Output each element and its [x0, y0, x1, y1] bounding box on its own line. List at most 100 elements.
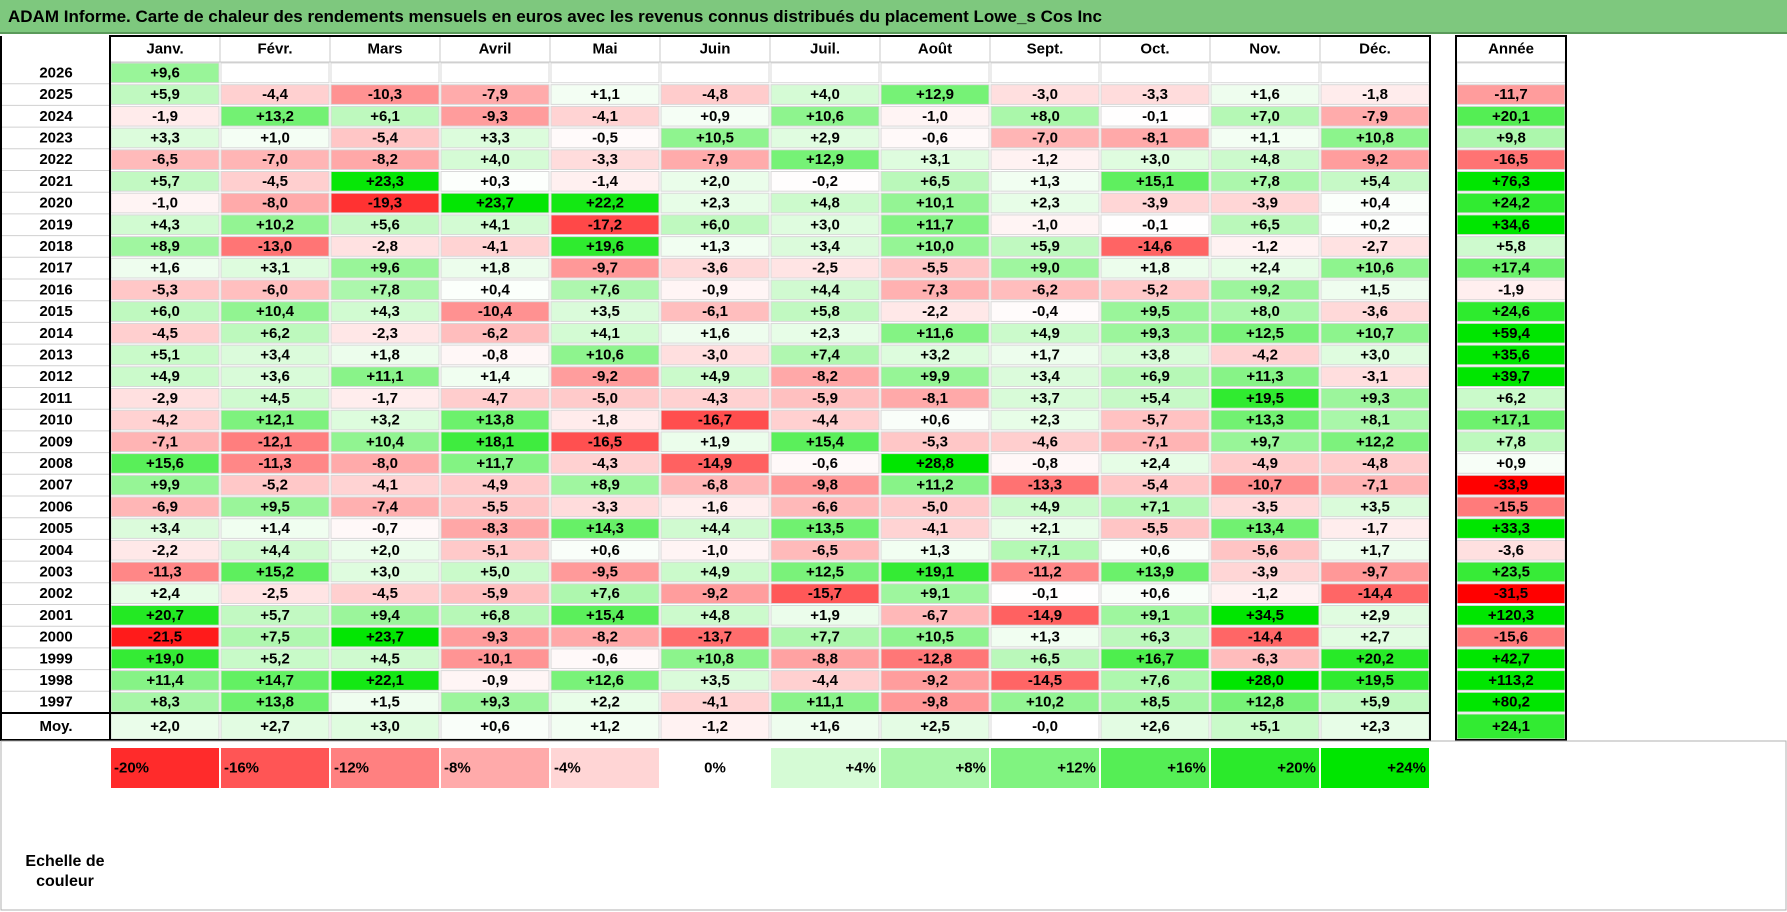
average-cell-value: +2,3 [1360, 718, 1390, 735]
heatmap-cell [660, 453, 770, 474]
heatmap-cell-value: +3,5 [590, 303, 620, 320]
row-year-label: 2018 [39, 238, 72, 255]
heatmap-cell [770, 626, 880, 648]
heatmap-cell [440, 561, 550, 583]
heatmap-cell [1100, 583, 1210, 604]
heatmap-cell-value: +1,5 [1360, 281, 1390, 298]
heatmap-cell [880, 257, 990, 279]
heatmap-cell [220, 366, 330, 387]
average-cell [660, 713, 770, 740]
heatmap-cell [1210, 539, 1320, 561]
heatmap-cell-value: -5,3 [922, 433, 948, 450]
row-year-label: 2006 [39, 498, 72, 515]
heatmap-cell-value: -9,7 [1362, 563, 1388, 580]
heatmap-cell-value: -0,4 [1032, 303, 1059, 320]
heatmap-cell-value: +3,3 [480, 129, 510, 146]
heatmap-cell [880, 518, 990, 539]
heatmap-cell-value: -7,3 [922, 281, 948, 298]
heatmap-cell-value: -9,2 [922, 672, 948, 689]
heatmap-cell [1100, 279, 1210, 301]
heatmap-cell-value: +3,0 [1140, 151, 1170, 168]
heatmap-cell [1100, 171, 1210, 192]
heatmap-cell [660, 366, 770, 387]
heatmap-cell [660, 192, 770, 214]
row-year-label: 2021 [39, 173, 72, 190]
heatmap-cell [1100, 214, 1210, 236]
heatmap-cell [440, 474, 550, 496]
heatmap-cell [770, 344, 880, 366]
heatmap-cell [1210, 431, 1320, 453]
row-year-label: 2007 [39, 477, 72, 494]
heatmap-cell [550, 583, 660, 604]
heatmap-cell-value: +12,8 [1246, 694, 1284, 711]
heatmap-cell-value: +9,9 [920, 368, 950, 385]
column-header: Mars [367, 41, 402, 58]
heatmap-cell-value: -0,1 [1142, 108, 1168, 125]
heatmap-cell [770, 149, 880, 171]
heatmap-cell-value: +0,6 [1140, 585, 1170, 602]
heatmap-cell-value: +1,0 [260, 129, 290, 146]
heatmap-cell-value: +7,7 [810, 629, 840, 646]
heatmap-cell-value: +18,1 [476, 433, 514, 450]
color-scale-swatch [1211, 748, 1319, 788]
heatmap-cell [1100, 322, 1210, 344]
row-year-label: 2000 [39, 629, 72, 646]
heatmap-cell [330, 648, 440, 670]
heatmap-cell [550, 626, 660, 648]
heatmap-cell [550, 518, 660, 539]
heatmap-cell [1210, 171, 1320, 192]
heatmap-cell-value: +1,6 [150, 260, 180, 277]
heatmap-cell-value: +2,7 [1360, 629, 1390, 646]
heatmap-cell-value: -4,4 [812, 672, 839, 689]
annual-cell-value: -31,5 [1494, 585, 1528, 602]
row-year-label: 2008 [39, 455, 72, 472]
heatmap-cell-value: +2,0 [370, 542, 400, 559]
heatmap-cell [440, 84, 550, 105]
heatmap-cell-value: -2,2 [922, 303, 948, 320]
column-header: Avril [479, 41, 512, 58]
heatmap-cell-value: +5,9 [150, 86, 180, 103]
heatmap-cell [660, 105, 770, 127]
heatmap-cell [330, 62, 440, 84]
heatmap-cell-value: -10,7 [1248, 477, 1282, 494]
heatmap-cell [330, 431, 440, 453]
heatmap-cell [1100, 539, 1210, 561]
heatmap-cell-value: +1,6 [700, 325, 730, 342]
heatmap-cell [1100, 192, 1210, 214]
row-year-label: 2010 [39, 412, 72, 429]
heatmap-cell [770, 518, 880, 539]
heatmap-cell-value: +2,4 [1250, 260, 1280, 277]
heatmap-cell-value: +16,7 [1136, 650, 1174, 667]
heatmap-cell [660, 149, 770, 171]
color-scale-stop-label: +20% [1277, 760, 1316, 777]
heatmap-cell-value: +1,8 [1140, 260, 1170, 277]
heatmap-cell [880, 344, 990, 366]
heatmap-cell [990, 171, 1100, 192]
heatmap-cell [550, 105, 660, 127]
color-scale-stop-label: -8% [444, 760, 471, 777]
heatmap-cell-value: +1,8 [370, 346, 400, 363]
heatmap-cell-value: -5,4 [372, 129, 399, 146]
heatmap-cell-value: -4,1 [922, 520, 948, 537]
heatmap-cell [440, 127, 550, 149]
heatmap-cell-value: +1,3 [1030, 629, 1060, 646]
column-header: Nov. [1249, 41, 1280, 58]
heatmap-cell [990, 648, 1100, 670]
heatmap-cell [1210, 84, 1320, 105]
heatmap-cell [550, 149, 660, 171]
average-cell-value: -0,0 [1032, 718, 1058, 735]
heatmap-cell-value: +6,0 [700, 216, 730, 233]
heatmap-cell [220, 214, 330, 236]
heatmap-cell [660, 561, 770, 583]
heatmap-cell [660, 257, 770, 279]
row-year-label: 2020 [39, 195, 72, 212]
heatmap-cell [1210, 648, 1320, 670]
heatmap-cell-value: +9,4 [370, 607, 400, 624]
heatmap-cell-value: +12,5 [1246, 325, 1284, 342]
heatmap-cell-value: -1,7 [1362, 520, 1388, 537]
heatmap-cell-value: -6,9 [152, 498, 178, 515]
average-annual-value: +24,1 [1492, 718, 1530, 735]
heatmap-cell [550, 366, 660, 387]
heatmap-cell [1100, 518, 1210, 539]
heatmap-cell-value: +3,4 [150, 520, 180, 537]
